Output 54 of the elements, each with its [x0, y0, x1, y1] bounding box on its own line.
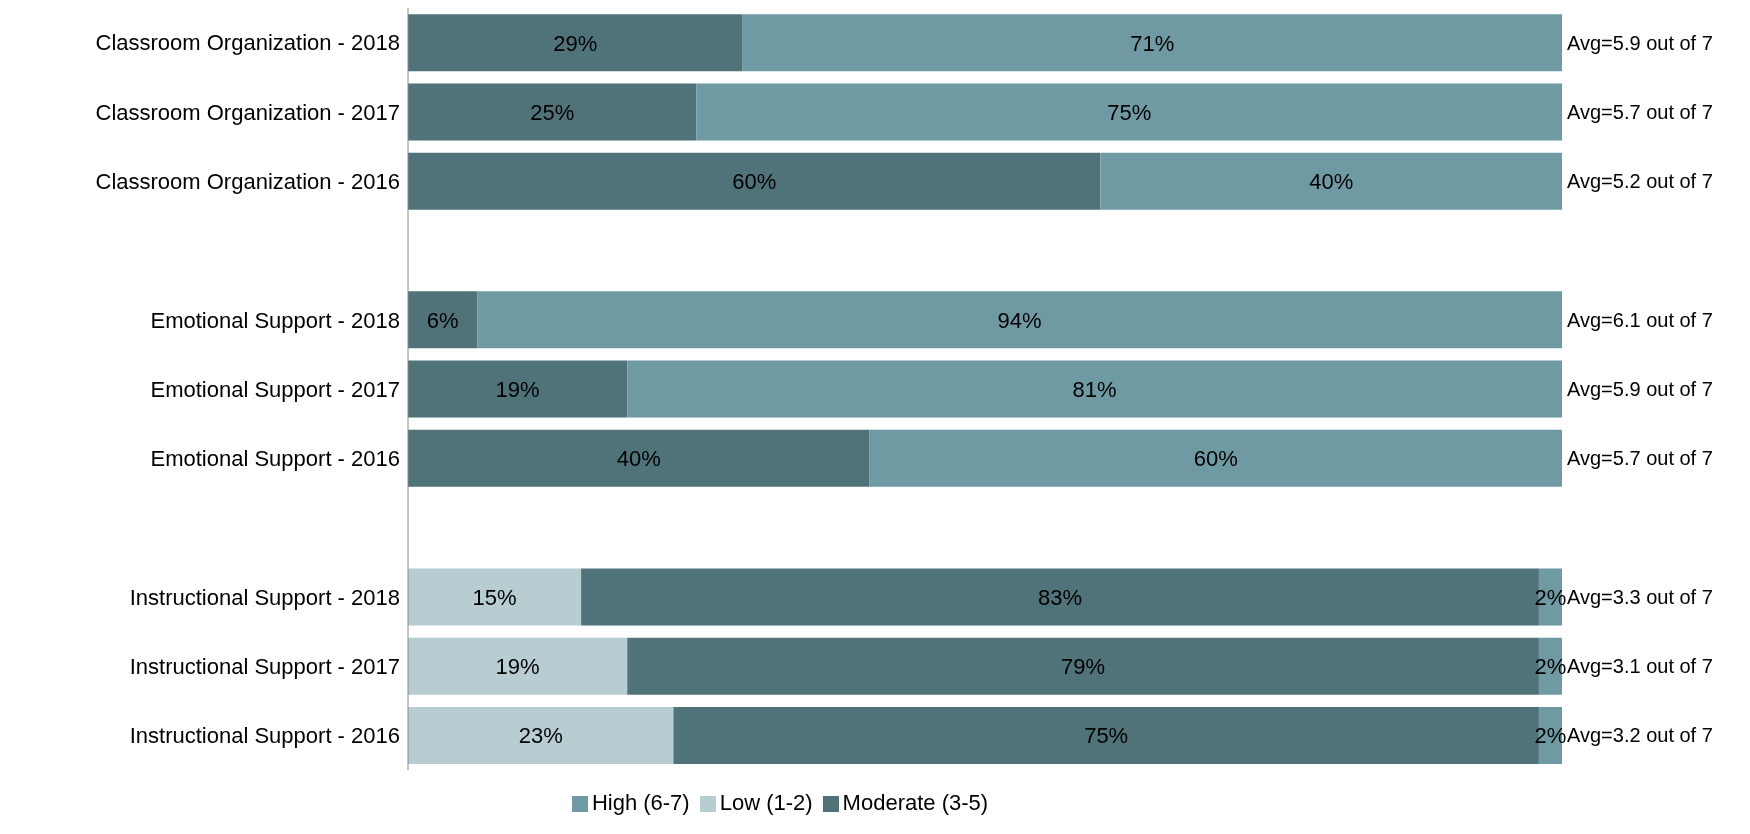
data-label: 19%	[495, 376, 540, 402]
text: Avg=3.3 out of 7	[1567, 585, 1713, 608]
bar	[408, 568, 582, 626]
bar	[869, 429, 1562, 487]
text: Avg=5.2 out of 7	[1567, 170, 1713, 193]
data-label: 29%	[553, 30, 598, 56]
bar	[408, 291, 478, 349]
data-label: 6%	[426, 307, 459, 333]
y-tick-label: Emotional Support - 2017	[150, 376, 400, 402]
y-tick-label: Emotional Support - 2018	[150, 307, 400, 333]
text: Avg=3.2 out of 7	[1567, 724, 1713, 747]
legend-label: High (6-7)	[591, 790, 690, 815]
data-label: 75%	[1084, 723, 1129, 749]
y-tick-label: Instructional Support - 2018	[129, 584, 400, 610]
data-label: 75%	[1107, 99, 1152, 125]
legend-label: Low (1-2)	[719, 790, 813, 815]
bar	[408, 706, 674, 764]
y-tick-label: Classroom Organization - 2018	[95, 30, 400, 56]
bar	[408, 14, 743, 72]
bar	[477, 291, 1562, 349]
bar	[742, 14, 1562, 72]
data-label: 19%	[495, 654, 540, 679]
legend-label: Moderate (3-5)	[842, 790, 989, 815]
bar	[408, 637, 628, 695]
data-label: 94%	[997, 307, 1042, 333]
data-label: 79%	[1061, 654, 1106, 679]
data-label: 15%	[472, 584, 517, 610]
data-label: 23%	[518, 723, 563, 749]
data-label: 60%	[732, 169, 777, 195]
text: Avg=5.9 out of 7	[1567, 31, 1713, 54]
data-label: 81%	[1072, 376, 1117, 402]
bar	[627, 360, 1562, 418]
y-tick-label: Classroom Organization - 2017	[95, 99, 400, 125]
data-label: 71%	[1130, 30, 1175, 56]
text: Avg=5.7 out of 7	[1567, 101, 1713, 124]
bar	[696, 83, 1562, 141]
y-tick-label: Classroom Organization - 2016	[95, 168, 400, 194]
data-label: 60%	[1193, 446, 1238, 472]
bar	[1100, 152, 1562, 210]
y-tick-label: Instructional Support - 2017	[129, 653, 400, 679]
data-label: 40%	[1309, 169, 1354, 195]
text: Avg=5.7 out of 7	[1567, 447, 1713, 470]
y-tick-label: Instructional Support - 2016	[129, 723, 400, 749]
bar	[408, 429, 870, 487]
data-label: 83%	[1037, 584, 1083, 610]
bar	[408, 152, 1101, 210]
text: Avg=5.9 out of 7	[1567, 378, 1713, 401]
text: Avg=3.1 out of 7	[1567, 655, 1713, 678]
data-label: 40%	[616, 446, 661, 472]
bar	[408, 360, 628, 418]
data-label: 25%	[530, 99, 575, 125]
text: Avg=6.1 out of 7	[1567, 308, 1713, 331]
bar	[408, 83, 697, 141]
y-tick-label: Emotional Support - 2016	[150, 446, 400, 472]
